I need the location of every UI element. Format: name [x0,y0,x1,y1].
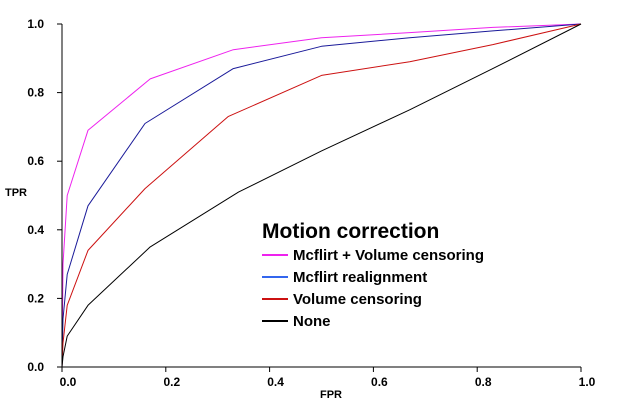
x-tick-label: 0.6 [371,375,388,389]
x-tick-label: 0.2 [163,375,180,389]
legend-label: None [293,313,331,330]
x-tick-label: 0.0 [60,375,77,389]
series-layer [61,23,582,368]
series-line-4 [61,23,582,368]
plot-area: 0.0 0.2 0.4 0.6 0.8 1.0 0.0 0.2 0.4 0.6 0.8 1.0 [27,17,595,389]
legend: Motion correction Mcflirt + Volume censo… [262,220,484,330]
x-axis-label: FPR [320,389,342,401]
y-tick-label: 0.4 [27,223,44,237]
series-line-3 [61,23,582,368]
y-tick-label: 0.2 [27,291,44,305]
legend-label: Volume censoring [293,291,422,308]
x-tick-label: 0.8 [475,375,492,389]
y-tick-label: 0.8 [27,86,44,100]
y-tick-label: 1.0 [27,17,44,31]
x-tick-label: 0.4 [267,375,284,389]
y-tick-label: 0.6 [27,154,44,168]
series-line-1 [61,23,582,368]
legend-items: Mcflirt + Volume censoring Mcflirt realig… [262,247,484,330]
y-ticks: 0.0 0.2 0.4 0.6 0.8 1.0 [27,17,62,374]
x-tick-label: 1.0 [579,375,596,389]
legend-label: Mcflirt + Volume censoring [293,247,484,264]
y-axis-label: TPR [5,187,27,199]
series-line-2 [61,23,582,368]
legend-title: Motion correction [262,220,439,243]
legend-label: Mcflirt realignment [293,269,427,286]
x-ticks: 0.0 0.2 0.4 0.6 0.8 1.0 [60,367,596,389]
y-tick-label: 0.0 [27,360,44,374]
